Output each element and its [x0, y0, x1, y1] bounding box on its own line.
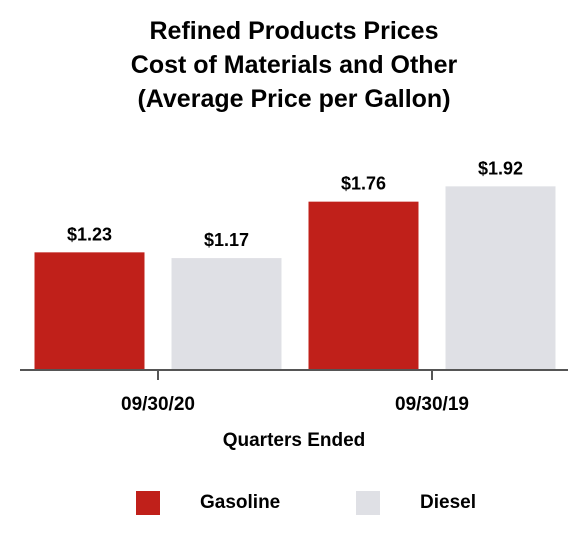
legend-swatch-diesel	[356, 491, 380, 515]
title-line-1: Refined Products Prices	[149, 17, 439, 45]
x-axis-label: Quarters Ended	[223, 430, 366, 451]
bar-gasoline-2	[308, 201, 419, 370]
bar-diesel-1	[171, 258, 282, 370]
bar-diesel-2	[445, 186, 556, 370]
chart-title: Refined Products Prices Cost of Material…	[0, 14, 588, 116]
legend: Gasoline Diesel	[0, 488, 588, 518]
legend-swatch-gasoline	[136, 491, 160, 515]
bar-chart: $1.23 $1.17 $1.76 $1.92 09/30/20 09/30/19 Qu…	[20, 158, 568, 451]
legend-item-gasoline: Gasoline	[136, 488, 280, 518]
legend-label-diesel: Diesel	[420, 492, 476, 513]
bar-gasoline-1	[34, 252, 145, 370]
x-tick-label-2: 09/30/19	[395, 394, 469, 415]
title-line-2: Cost of Materials and Other	[130, 51, 458, 79]
data-label-diesel-1: $1.17	[204, 230, 249, 250]
legend-label-gasoline: Gasoline	[200, 492, 281, 513]
data-label-gasoline-2: $1.76	[341, 174, 386, 194]
x-tick-label-1: 09/30/20	[121, 394, 195, 415]
data-label-gasoline-1: $1.23	[67, 224, 112, 244]
legend-item-diesel: Diesel	[356, 488, 476, 518]
data-label-diesel-2: $1.92	[478, 158, 523, 178]
title-line-3: (Average Price per Gallon)	[137, 85, 451, 113]
